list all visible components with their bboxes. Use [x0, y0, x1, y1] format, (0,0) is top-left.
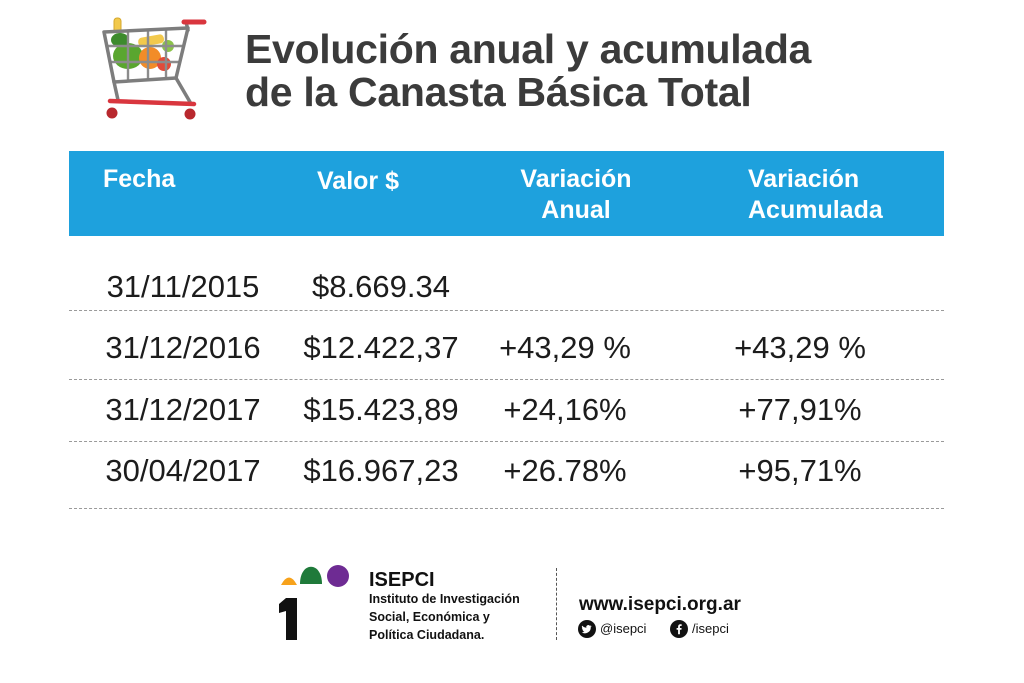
cell-fecha: 31/12/2017	[105, 392, 261, 427]
footer-divider	[556, 568, 557, 640]
header-valor: Valor $	[317, 166, 399, 197]
org-description-line: Social, Económica y	[369, 610, 490, 624]
logo-one-shape	[279, 598, 297, 640]
title-line-1: Evolución anual y acumulada	[245, 26, 812, 72]
table-row: 31/12/2016 $12.422,37 +43,29 % +43,29 %	[0, 328, 1024, 368]
row-divider	[69, 379, 944, 380]
org-description-line: Política Ciudadana.	[369, 628, 485, 642]
logo-green-shape	[300, 566, 322, 584]
header-variacion-anual: Variación Anual	[506, 164, 646, 226]
facebook-handle[interactable]: /isepci	[692, 621, 729, 636]
cell-variacion-anual: +26.78%	[503, 453, 627, 488]
org-description-line: Instituto de Investigación	[369, 592, 520, 606]
header-fecha-label: Fecha	[103, 165, 176, 193]
cell-valor: $16.967,23	[303, 453, 459, 488]
website-link[interactable]: www.isepci.org.ar	[579, 594, 741, 615]
twitter-icon[interactable]	[578, 620, 596, 638]
table-row: 31/12/2017 $15.423,89 +24,16% +77,91%	[0, 390, 1024, 430]
cell-fecha: 31/11/2015	[106, 269, 260, 304]
isepci-logo-icon	[279, 565, 349, 640]
header-valor-label: Valor $	[317, 167, 399, 195]
header-variacion-acumulada: Variación Acumulada	[748, 164, 883, 226]
cell-variacion-acumulada: +95,71%	[738, 453, 862, 488]
table-header: Fecha Valor $ Variación Anual Variación …	[69, 151, 944, 236]
facebook-icon[interactable]	[670, 620, 688, 638]
logo-orange-shape	[281, 577, 297, 585]
cell-fecha: 31/12/2016	[105, 330, 261, 365]
org-name: ISEPCI	[369, 569, 435, 591]
cell-valor: $15.423,89	[303, 392, 459, 427]
shopping-cart-icon	[102, 17, 207, 120]
cell-variacion-anual: +24,16%	[503, 392, 627, 427]
twitter-handle[interactable]: @isepci	[600, 621, 647, 636]
row-divider	[69, 310, 944, 311]
header-variacion-acumulada-line1: Variación	[748, 165, 860, 193]
header-fecha: Fecha	[103, 164, 175, 195]
table-row: 30/04/2017 $16.967,23 +26.78% +95,71%	[0, 451, 1024, 491]
row-divider	[69, 441, 944, 442]
header-variacion-anual-line1: Variación	[520, 165, 632, 193]
title-line-2: de la Canasta Básica Total	[245, 69, 752, 115]
cell-valor: $8.669.34	[312, 269, 450, 304]
cell-valor: $12.422,37	[303, 330, 459, 365]
cell-variacion-acumulada: +43,29 %	[734, 330, 866, 365]
cell-variacion-anual: +43,29 %	[499, 330, 631, 365]
logo-purple-shape	[327, 565, 349, 587]
cell-variacion-acumulada: +77,91%	[738, 392, 862, 427]
header-variacion-anual-line2: Anual	[541, 196, 611, 224]
header-variacion-acumulada-line2: Acumulada	[748, 196, 883, 224]
cell-fecha: 30/04/2017	[105, 453, 261, 488]
row-divider	[69, 508, 944, 509]
table-row: 31/11/2015 $8.669.34	[0, 267, 1024, 307]
